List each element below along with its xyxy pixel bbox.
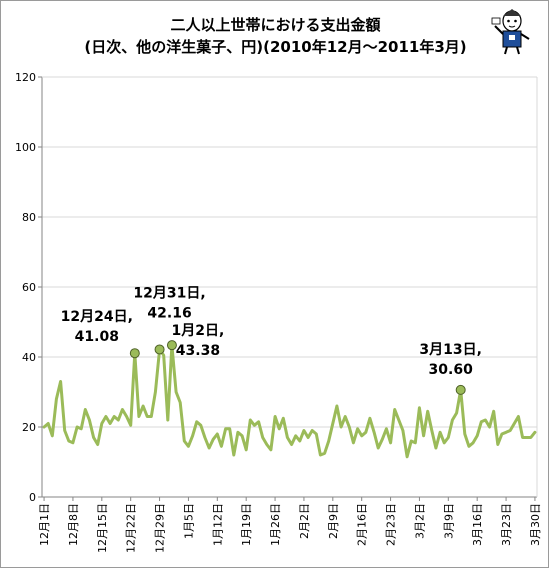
chart-subtitle: (日次、他の洋生菓子、円)(2010年12月～2011年3月) <box>84 38 467 56</box>
data-point-marker <box>129 348 140 359</box>
x-tick-label: 12月29日 <box>154 503 167 553</box>
x-tick-label: 2月2日 <box>298 503 311 539</box>
x-tick-label: 12月1日 <box>38 503 51 546</box>
x-tick-label: 1月5日 <box>182 503 195 539</box>
x-tick-label: 12月8日 <box>67 503 80 546</box>
x-tick-label: 12月15日 <box>96 503 109 553</box>
x-tick-label: 2月23日 <box>385 503 398 546</box>
y-tick-label: 100 <box>15 141 36 154</box>
x-tick-label: 2月9日 <box>327 503 340 539</box>
mascot-icon <box>491 9 530 55</box>
data-label: 41.08 <box>75 329 119 345</box>
y-tick-label: 60 <box>22 281 36 294</box>
y-tick-label: 0 <box>29 491 36 504</box>
x-tick-label: 1月19日 <box>240 503 253 546</box>
series-line <box>42 343 537 459</box>
y-tick-label: 20 <box>22 421 36 434</box>
data-point-marker <box>166 340 177 351</box>
x-tick-label: 3月16日 <box>471 503 484 546</box>
y-tick-label: 120 <box>15 71 36 84</box>
data-point-marker <box>154 344 165 355</box>
data-label: 12月24日, <box>61 309 133 325</box>
data-label: 3月13日, <box>419 342 482 358</box>
data-label: 30.60 <box>429 362 474 378</box>
x-tick-label: 3月9日 <box>442 503 455 539</box>
x-tick-label: 1月12日 <box>211 503 224 546</box>
x-tick-label: 3月30日 <box>529 503 542 546</box>
data-label: 1月2日, <box>172 323 225 339</box>
data-label: 43.38 <box>176 343 220 359</box>
chart-title: 二人以上世帯における支出金額 <box>170 16 381 34</box>
data-label: 12月31日, <box>133 285 205 301</box>
x-tick-label: 1月26日 <box>269 503 282 546</box>
data-point-marker <box>455 384 466 395</box>
x-tick-label: 3月2日 <box>413 503 426 539</box>
x-tick-label: 12月22日 <box>125 503 138 553</box>
x-tick-label: 2月16日 <box>356 503 369 546</box>
y-tick-label: 80 <box>22 211 36 224</box>
x-tick-label: 3月23日 <box>500 503 513 546</box>
y-tick-label: 40 <box>22 351 36 364</box>
data-label: 42.16 <box>147 305 191 321</box>
